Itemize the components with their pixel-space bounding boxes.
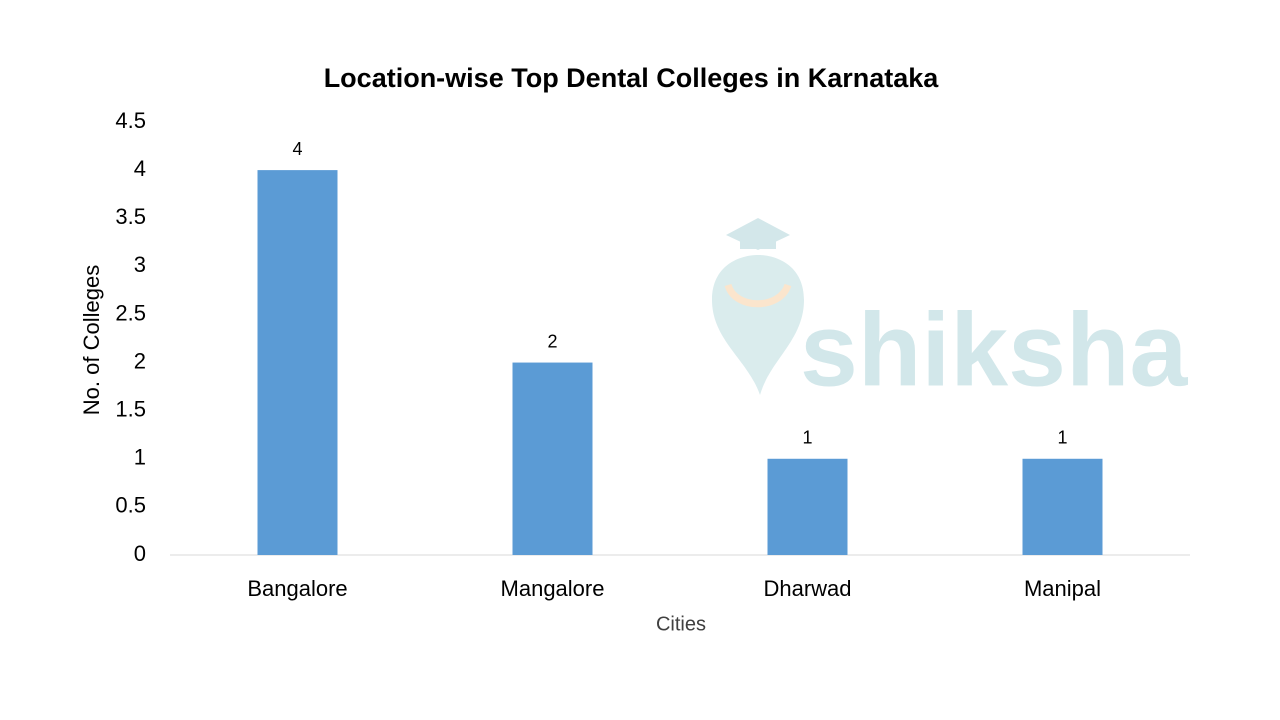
data-label: 1 — [1057, 428, 1067, 448]
y-tick-label: 1.5 — [115, 396, 146, 421]
y-tick-label: 3.5 — [115, 204, 146, 229]
data-label: 1 — [802, 428, 812, 448]
bar — [257, 170, 338, 555]
logo-pen — [712, 255, 804, 395]
y-tick-label: 2.5 — [115, 300, 146, 325]
y-tick-label: 2 — [134, 348, 146, 373]
y-tick-label: 3 — [134, 252, 146, 277]
watermark-logo — [712, 218, 804, 395]
y-tick-label: 0.5 — [115, 493, 146, 518]
x-tick-label: Mangalore — [501, 576, 605, 601]
y-tick-label: 1 — [134, 445, 146, 470]
logo-cap-base — [740, 237, 776, 249]
watermark-text: shiksha — [800, 292, 1188, 408]
data-label: 2 — [547, 331, 557, 351]
logo-face — [724, 283, 792, 308]
bar — [767, 458, 848, 555]
data-label: 4 — [292, 139, 302, 159]
y-tick-label: 0 — [134, 541, 146, 566]
x-tick-label: Dharwad — [763, 576, 851, 601]
y-tick-label: 4.5 — [115, 108, 146, 133]
bar — [1022, 458, 1103, 555]
x-tick-label: Bangalore — [247, 576, 347, 601]
x-tick-label: Manipal — [1024, 576, 1101, 601]
bar — [512, 362, 593, 555]
y-axis-label: No. of Colleges — [79, 265, 104, 415]
y-tick-label: 4 — [134, 156, 146, 181]
chart-title: Location-wise Top Dental Colleges in Kar… — [324, 63, 940, 93]
x-axis-label: Cities — [656, 613, 706, 635]
